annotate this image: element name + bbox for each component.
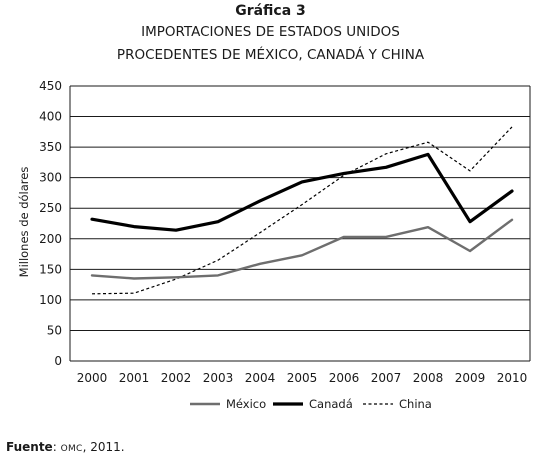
x-tick-label: 2002 <box>161 371 192 385</box>
y-axis-label: Millones de dólares <box>17 167 31 278</box>
y-tick-label: 250 <box>39 201 62 215</box>
source-label: Fuente <box>6 440 53 454</box>
series-line-mxico <box>90 218 514 280</box>
y-tick-label: 400 <box>39 110 62 124</box>
series-line-canad <box>90 152 514 232</box>
legend-label: China <box>399 397 432 411</box>
x-tick-label: 2005 <box>287 371 318 385</box>
series-line-china <box>91 126 513 295</box>
source-note: Fuente: OMC, 2011. <box>6 440 125 454</box>
line-chart: 0 50 100 150 200 250 300 350 400 450 2000 2001 2002… <box>17 79 531 411</box>
x-axis-ticks: 2000 2001 2002 2003 2004 2005 2006 2007 2008 2009… <box>77 371 528 385</box>
y-tick-label: 50 <box>47 323 62 337</box>
legend: México Canadá China <box>190 397 432 411</box>
x-tick-label: 2010 <box>497 371 528 385</box>
chart-subtitle-line-1: IMPORTACIONES DE ESTADOS UNIDOS <box>141 24 400 40</box>
x-tick-label: 2004 <box>245 371 276 385</box>
source-year: , 2011. <box>82 440 125 454</box>
y-tick-label: 100 <box>39 293 62 307</box>
gridlines <box>70 85 530 362</box>
legend-label: México <box>226 397 266 411</box>
y-tick-label: 0 <box>54 354 62 368</box>
plot-frame <box>69 86 531 361</box>
x-tick-label: 2003 <box>203 371 234 385</box>
x-tick-label: 2009 <box>455 371 486 385</box>
x-tick-label: 2007 <box>371 371 402 385</box>
x-tick-label: 2001 <box>119 371 150 385</box>
y-tick-label: 150 <box>39 262 62 276</box>
series-lines <box>90 126 514 295</box>
x-tick-label: 2008 <box>413 371 444 385</box>
y-axis-ticks: 0 50 100 150 200 250 300 350 400 450 <box>39 79 62 368</box>
y-tick-label: 300 <box>39 171 62 185</box>
x-tick-label: 2000 <box>77 371 108 385</box>
y-tick-label: 350 <box>39 140 62 154</box>
chart-subtitle-line-2: PROCEDENTES DE MÉXICO, CANADÁ Y CHINA <box>116 47 425 63</box>
legend-label: Canadá <box>309 397 353 411</box>
chart-title: Gráfica 3 <box>235 3 306 19</box>
y-tick-label: 200 <box>39 232 62 246</box>
source-org: OMC <box>60 444 83 454</box>
y-tick-label: 450 <box>39 79 62 93</box>
x-tick-label: 2006 <box>329 371 360 385</box>
